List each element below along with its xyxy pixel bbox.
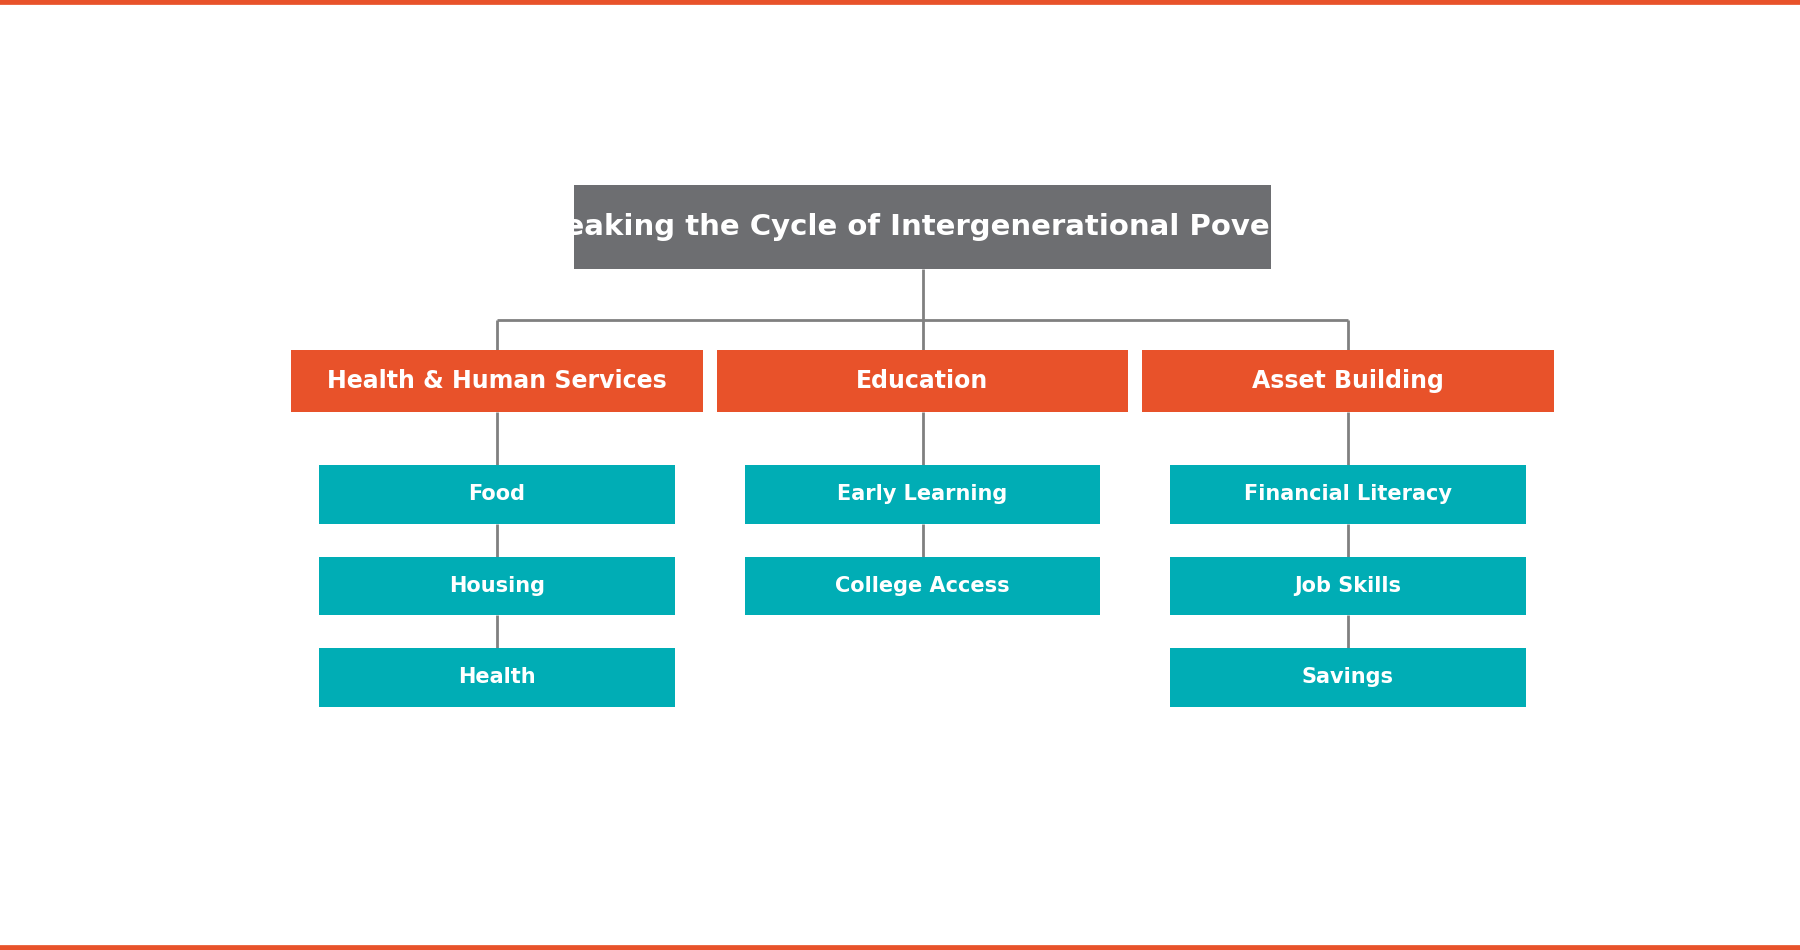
FancyBboxPatch shape — [319, 466, 675, 523]
FancyBboxPatch shape — [1143, 350, 1553, 412]
Text: Breaking the Cycle of Intergenerational Poverty: Breaking the Cycle of Intergenerational … — [527, 214, 1318, 241]
Text: College Access: College Access — [835, 576, 1010, 596]
FancyBboxPatch shape — [745, 466, 1100, 523]
Text: Food: Food — [468, 484, 526, 504]
Text: Health: Health — [459, 667, 536, 687]
FancyBboxPatch shape — [1170, 557, 1526, 615]
Text: Job Skills: Job Skills — [1294, 576, 1402, 596]
Text: Asset Building: Asset Building — [1253, 369, 1444, 393]
Text: Education: Education — [857, 369, 988, 393]
Text: Health & Human Services: Health & Human Services — [328, 369, 668, 393]
FancyBboxPatch shape — [1170, 648, 1526, 707]
Text: Savings: Savings — [1301, 667, 1393, 687]
FancyBboxPatch shape — [319, 648, 675, 707]
Text: Housing: Housing — [448, 576, 545, 596]
FancyBboxPatch shape — [292, 350, 702, 412]
FancyBboxPatch shape — [319, 557, 675, 615]
FancyBboxPatch shape — [1170, 466, 1526, 523]
Text: Financial Literacy: Financial Literacy — [1244, 484, 1453, 504]
FancyBboxPatch shape — [745, 557, 1100, 615]
FancyBboxPatch shape — [716, 350, 1129, 412]
FancyBboxPatch shape — [574, 185, 1271, 270]
Text: Early Learning: Early Learning — [837, 484, 1008, 504]
